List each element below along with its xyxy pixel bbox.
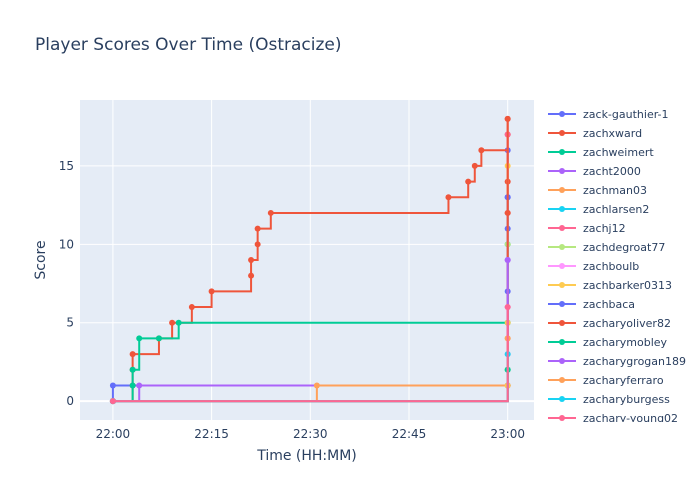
data-point[interactable] (465, 178, 472, 185)
legend-item[interactable]: zacharyferraro (548, 374, 664, 387)
legend-item[interactable]: zacht2000 (548, 165, 641, 178)
legend-swatch-marker (559, 320, 565, 326)
legend-swatch-marker (559, 358, 565, 364)
data-point[interactable] (248, 257, 255, 263)
legend-swatch-marker (559, 396, 565, 402)
series-zachary-young02 (109, 304, 511, 405)
legend-swatch-marker (559, 225, 565, 231)
data-point[interactable] (175, 319, 182, 326)
legend-item[interactable]: zachdegroat77 (548, 241, 665, 254)
plot-background (80, 100, 534, 420)
legend-item[interactable]: zacharyburgess (548, 393, 670, 406)
data-point[interactable] (169, 319, 176, 326)
legend-label: zacharygrogan189 (583, 355, 686, 368)
legend-item[interactable]: zachxward (548, 127, 642, 140)
data-point[interactable] (129, 366, 136, 373)
y-tick-label: 5 (66, 316, 74, 330)
y-tick-label: 15 (59, 159, 74, 173)
y-tick-label: 0 (66, 394, 74, 408)
legend-label: zachary-young02 (583, 412, 678, 425)
legend-swatch-marker (559, 282, 565, 288)
series-line (112, 307, 509, 403)
legend-swatch-marker (559, 206, 565, 212)
legend-label: zachbarker0313 (583, 279, 672, 292)
legend-item[interactable]: zachbaca (548, 298, 635, 311)
legend-label: zachboulb (583, 260, 639, 273)
data-point[interactable] (136, 335, 143, 342)
legend-swatch-marker (559, 244, 565, 250)
legend-swatch-marker (559, 168, 565, 174)
legend-label: zacharyburgess (583, 393, 670, 406)
y-tick-labels: 0 5 10 15 (59, 159, 74, 408)
data-point[interactable] (504, 115, 511, 122)
x-tick-label: 22:15 (194, 427, 229, 441)
legend-item[interactable]: zachboulb (548, 260, 639, 273)
data-point[interactable] (313, 382, 320, 389)
legend-label: zacharyoliver82 (583, 317, 671, 330)
legend-label: zachbaca (583, 298, 635, 311)
legend-swatch-marker (559, 149, 565, 155)
data-point[interactable] (129, 351, 136, 358)
series-layer (109, 115, 511, 405)
data-point[interactable] (254, 241, 261, 248)
legend-item[interactable]: zachlarsen2 (548, 203, 649, 216)
y-axis-title: Score (33, 240, 49, 279)
data-point[interactable] (136, 382, 143, 389)
legend-item[interactable]: zachweimert (548, 146, 654, 159)
legend-swatch-marker (559, 301, 565, 307)
legend-item[interactable]: zacharyoliver82 (548, 317, 671, 330)
legend-item[interactable]: zacharymobley (548, 336, 668, 349)
data-point[interactable] (109, 398, 116, 405)
legend-label: zachj12 (583, 222, 626, 235)
legend-label: zachlarsen2 (583, 203, 649, 216)
y-tick-label: 10 (59, 237, 74, 251)
legend-swatch-marker (559, 111, 565, 117)
x-tick-label: 23:00 (490, 427, 525, 441)
data-point[interactable] (504, 209, 511, 216)
x-tick-label: 22:45 (392, 427, 427, 441)
data-point[interactable] (254, 225, 261, 232)
legend-item[interactable]: zachbarker0313 (548, 279, 672, 292)
series-line (112, 118, 509, 403)
legend[interactable]: zack-gauthier-1 zachxward zachweimert zacht… (548, 108, 686, 425)
data-point[interactable] (129, 382, 136, 389)
legend-swatch-marker (559, 415, 565, 421)
legend-swatch-marker (559, 339, 565, 345)
legend-label: zachxward (583, 127, 642, 140)
legend-swatch-marker (559, 130, 565, 136)
legend-item[interactable]: zachman03 (548, 184, 647, 197)
legend-label: zachweimert (583, 146, 654, 159)
data-point[interactable] (155, 335, 162, 342)
x-tick-label: 22:30 (293, 427, 328, 441)
x-axis-title: Time (HH:MM) (256, 448, 357, 464)
legend-label: zacharymobley (583, 336, 668, 349)
data-point[interactable] (471, 162, 478, 169)
legend-item[interactable]: zachary-young02 (548, 412, 678, 425)
data-point[interactable] (109, 382, 116, 389)
legend-label: zacharyferraro (583, 374, 664, 387)
data-point[interactable] (445, 194, 452, 201)
legend-item[interactable]: zachj12 (548, 222, 626, 235)
data-point[interactable] (504, 257, 511, 263)
legend-item[interactable]: zack-gauthier-1 (548, 108, 669, 121)
data-point[interactable] (478, 147, 485, 154)
data-point[interactable] (248, 272, 255, 279)
x-tick-label: 22:00 (96, 427, 131, 441)
legend-item[interactable]: zacharygrogan189 (548, 355, 686, 368)
x-tick-labels: 22:00 22:15 22:30 22:45 23:00 (96, 427, 525, 441)
legend-label: zack-gauthier-1 (583, 108, 669, 121)
legend-label: zacht2000 (583, 165, 641, 178)
legend-label: zachdegroat77 (583, 241, 665, 254)
chart-title: Player Scores Over Time (Ostracize) (35, 35, 342, 55)
legend-swatch-marker (559, 263, 565, 269)
legend-swatch-marker (559, 187, 565, 193)
data-point[interactable] (267, 209, 274, 216)
data-point[interactable] (504, 304, 511, 311)
legend-label: zachman03 (583, 184, 647, 197)
legend-swatch-marker (559, 377, 565, 383)
data-point[interactable] (208, 288, 215, 295)
data-point[interactable] (188, 304, 195, 311)
